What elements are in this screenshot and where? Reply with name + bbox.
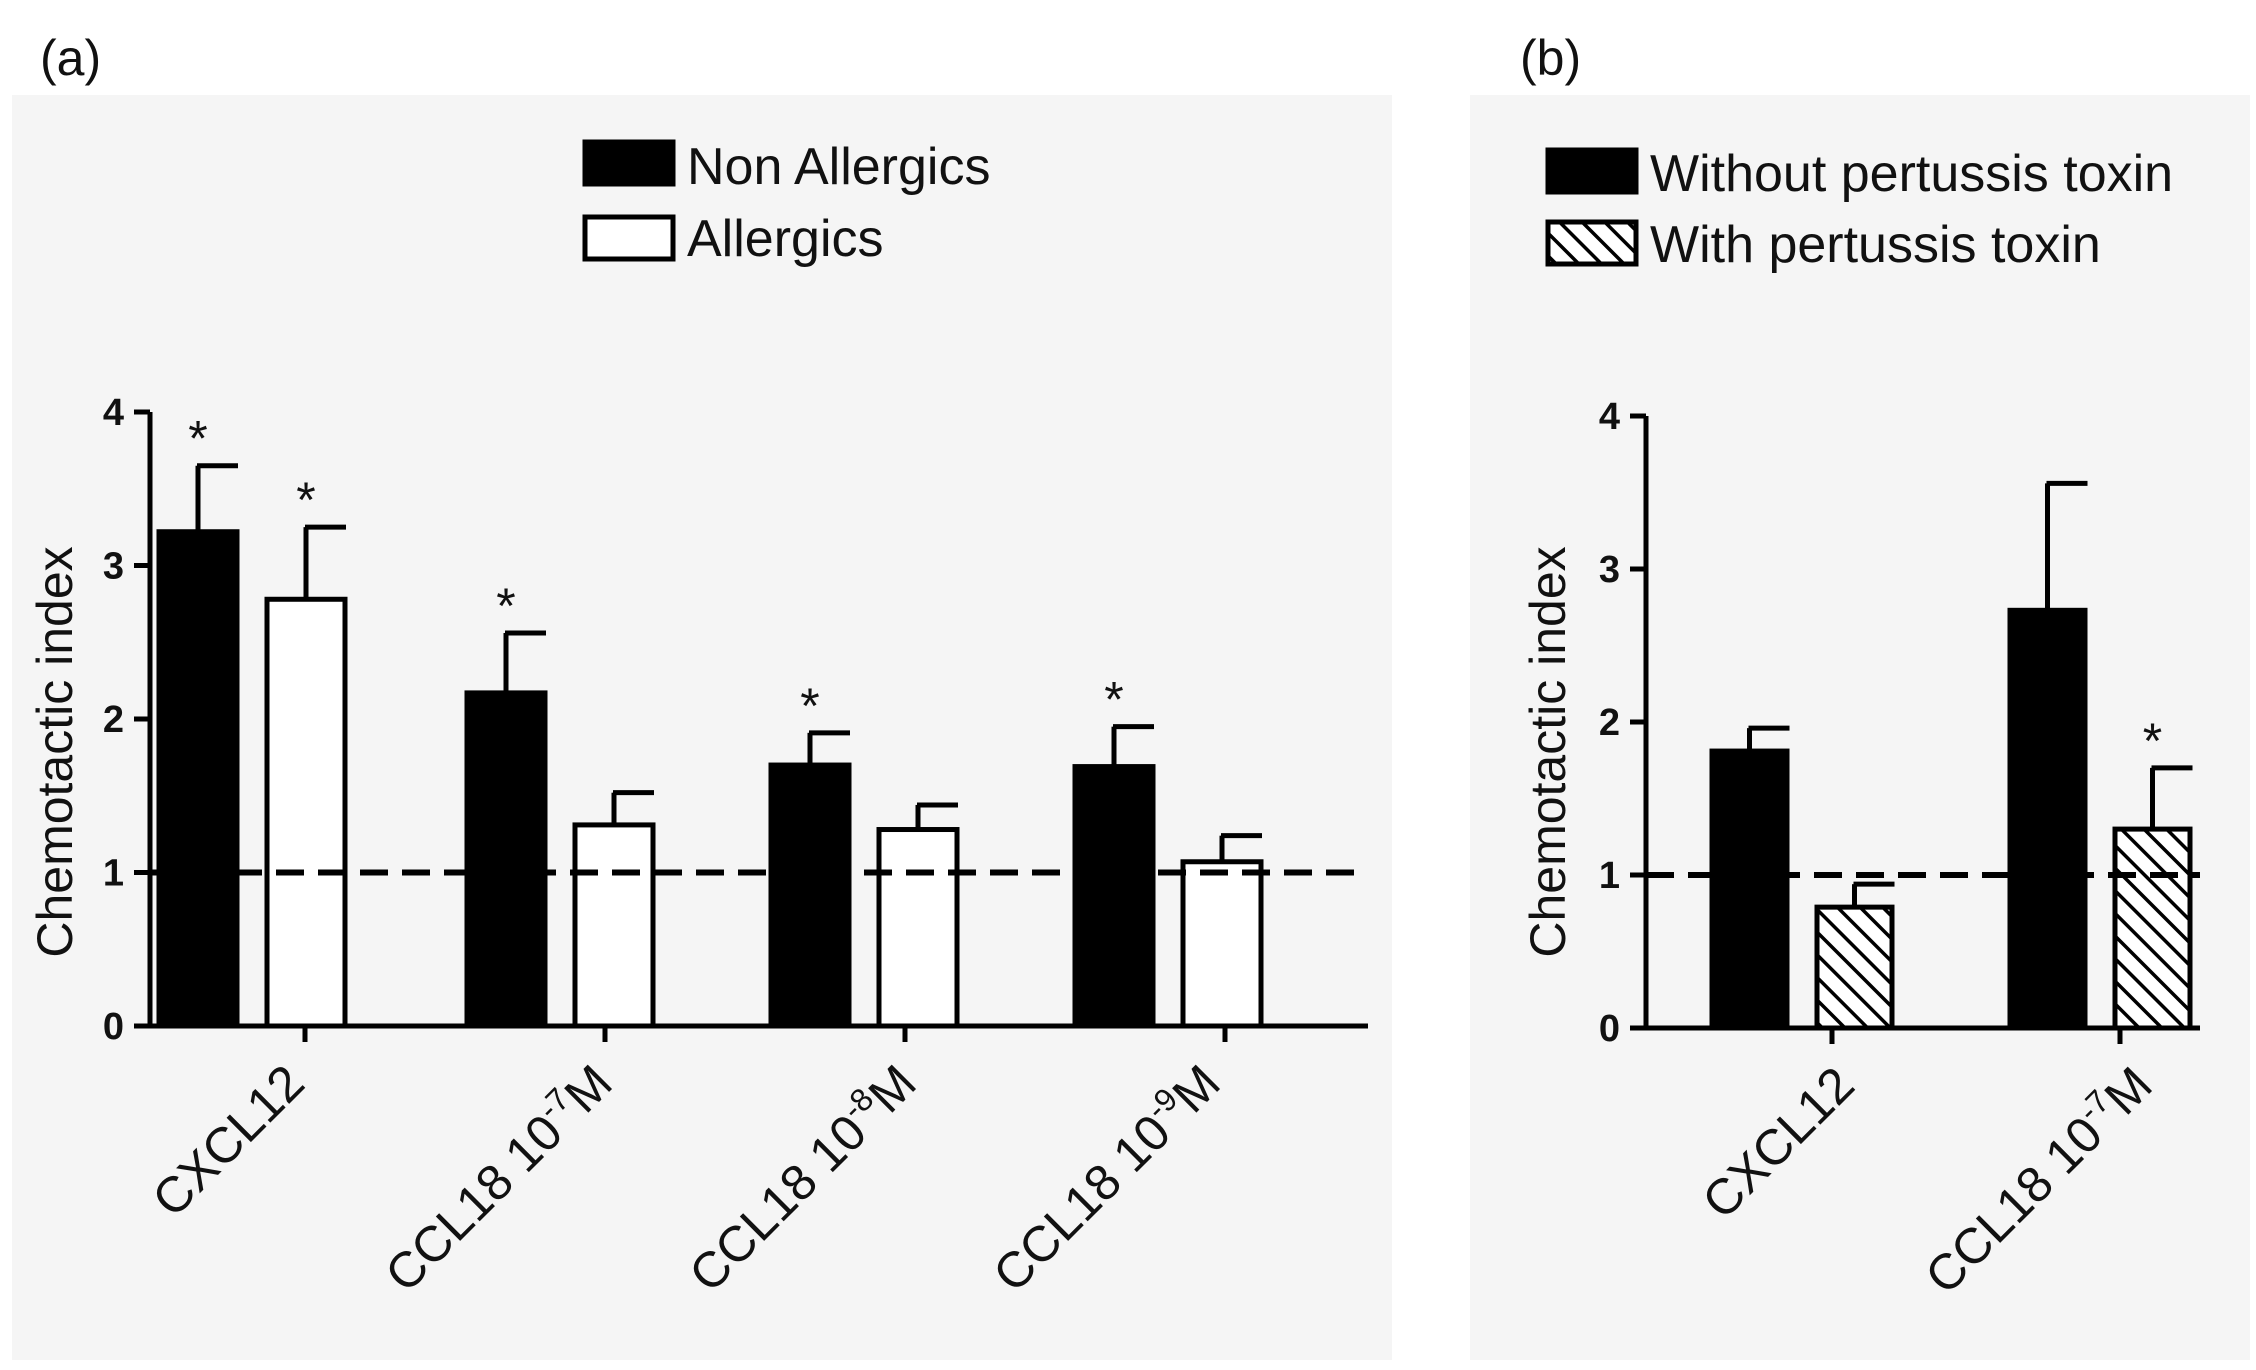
significance-star-b: * [2143, 713, 2162, 769]
legend-a-label-non-allergics: Non Allergics [687, 138, 990, 196]
significance-star-a: * [188, 411, 207, 467]
bar-b [1814, 904, 1895, 1031]
panel-a-background [12, 95, 1392, 1360]
y-tick-label-a: 3 [103, 546, 124, 588]
bar-a [1072, 764, 1156, 1029]
y-tick-label-a: 0 [103, 1006, 124, 1048]
bar-a [1180, 859, 1264, 1029]
bar-a [572, 822, 656, 1029]
legend-a-swatch-non-allergics [582, 139, 676, 187]
legend-b-swatch-without-pertussis [1545, 147, 1639, 195]
y-axis-title-a: Chemotactic index [27, 546, 83, 957]
bar-b [2112, 826, 2193, 1031]
bar-b [1709, 748, 1790, 1031]
significance-star-a: * [496, 578, 515, 634]
y-tick-label-b: 4 [1599, 396, 1620, 438]
legend-b-swatch-with-pertussis [1545, 219, 1639, 267]
significance-star-a: * [296, 472, 315, 528]
y-tick-label-a: 1 [103, 853, 124, 895]
panel-b-label: (b) [1520, 30, 1581, 86]
legend-a: Non Allergics Allergics [582, 138, 990, 268]
bar-b [2007, 607, 2088, 1031]
legend-b-label-with-pertussis: With pertussis toxin [1650, 216, 2101, 274]
y-tick-label-a: 4 [103, 392, 124, 434]
legend-b: Without pertussis toxin With pertussis t… [1545, 145, 2173, 274]
y-tick-label-b: 0 [1599, 1008, 1620, 1050]
y-tick-label-b: 3 [1599, 549, 1620, 591]
y-axis-title-b: Chemotactic index [1520, 546, 1576, 957]
bar-a [264, 596, 348, 1029]
legend-b-label-without-pertussis: Without pertussis toxin [1650, 145, 2173, 203]
legend-a-swatch-allergics [582, 214, 676, 262]
panel-a-label: (a) [40, 30, 101, 86]
bar-a [464, 690, 548, 1029]
significance-star-a: * [1104, 672, 1123, 728]
bar-a [876, 827, 960, 1029]
significance-star-a: * [800, 678, 819, 734]
bar-a [156, 529, 240, 1029]
y-tick-label-b: 1 [1599, 855, 1620, 897]
y-tick-label-a: 2 [103, 699, 124, 741]
legend-a-label-allergics: Allergics [687, 210, 884, 268]
y-tick-label-b: 2 [1599, 702, 1620, 744]
panel-b-background [1470, 95, 2250, 1360]
bar-a [768, 762, 852, 1029]
